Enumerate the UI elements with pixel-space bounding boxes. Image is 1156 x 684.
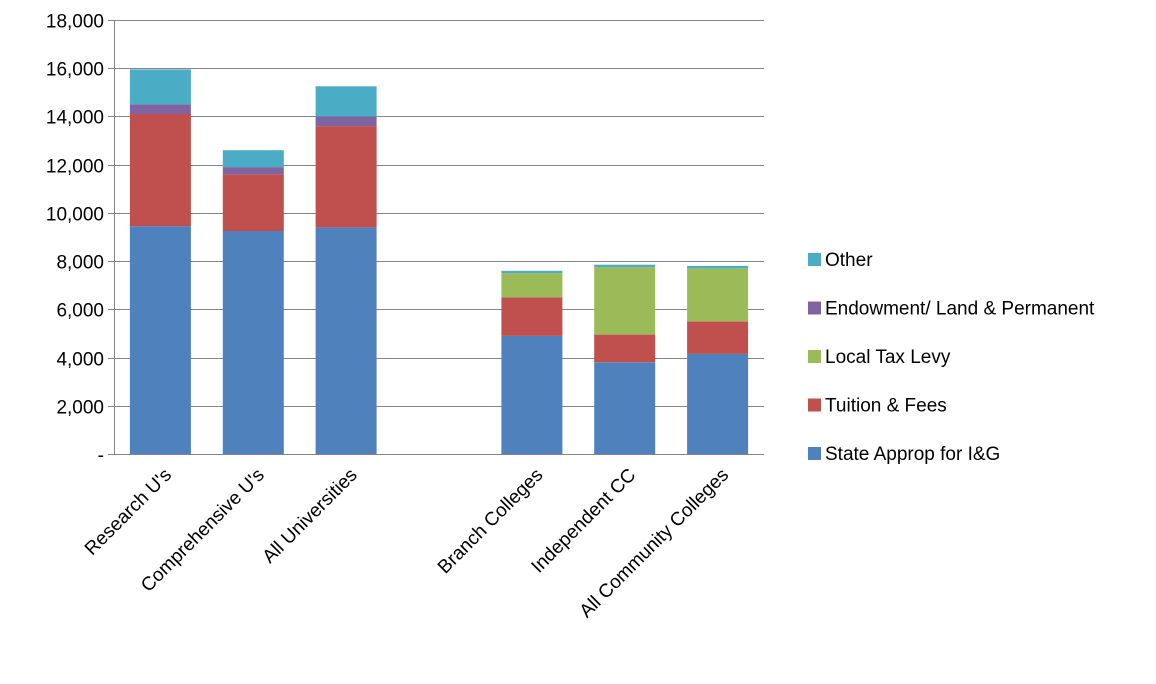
bar-segment — [594, 267, 656, 335]
legend-label: State Approp for I&G — [825, 444, 1000, 465]
x-category-label: Research U's — [81, 465, 176, 560]
bar-segment — [222, 150, 284, 168]
gridlines — [114, 20, 764, 455]
bar-segment — [687, 265, 749, 269]
x-category-label: All Universities — [259, 465, 362, 568]
bar-segment — [129, 69, 191, 105]
bar-segment — [222, 167, 284, 175]
y-tick-label: 4,000 — [56, 350, 104, 371]
bar-segment — [129, 226, 191, 454]
y-tick-label: 6,000 — [56, 301, 104, 322]
legend-swatch — [808, 447, 821, 460]
bar-segment — [594, 264, 656, 268]
bar-segment — [222, 231, 284, 454]
bar-segment — [501, 273, 563, 298]
bar-segment — [687, 321, 749, 354]
bars — [129, 69, 749, 454]
bar-segment — [501, 335, 563, 454]
y-tick-label: 16,000 — [46, 60, 104, 81]
y-tick-label: 10,000 — [46, 205, 104, 226]
bar-segment — [315, 227, 377, 454]
legend-swatch — [808, 301, 821, 315]
bar-segment — [687, 353, 749, 454]
x-category-label: All Community Colleges — [576, 465, 733, 622]
axes — [108, 20, 764, 455]
legend-item: Tuition & Fees — [808, 396, 947, 417]
legend-swatch — [808, 253, 821, 266]
bar-segment — [129, 114, 191, 227]
bar-segment — [501, 297, 563, 336]
y-tick-label: 14,000 — [46, 108, 104, 129]
bar-segment — [315, 116, 377, 126]
bar-segment — [687, 268, 749, 322]
y-tick-label: 12,000 — [46, 157, 104, 178]
bar-segment — [501, 270, 563, 274]
y-tick-label: 2,000 — [56, 398, 104, 419]
legend-item: Local Tax Levy — [808, 347, 951, 368]
bar-segment — [222, 174, 284, 231]
y-tick-label: 18,000 — [46, 12, 104, 33]
y-tick-label: - — [98, 446, 104, 467]
y-axis-tick-labels: - 2,000 4,000 6,000 8,000 10,000 12,000 14,000 1… — [46, 12, 104, 467]
legend-swatch — [808, 398, 821, 412]
bar-segment — [594, 334, 656, 363]
legend-label: Tuition & Fees — [825, 396, 947, 417]
y-tick-label: 8,000 — [56, 253, 104, 274]
legend-item: Endowment/ Land & Permanent — [808, 299, 1095, 320]
bar-segment — [129, 104, 191, 114]
legend-label: Local Tax Levy — [825, 347, 951, 368]
bar-segment — [315, 86, 377, 117]
legend-item: State Approp for I&G — [808, 444, 1000, 465]
legend-label: Other — [825, 250, 873, 271]
bar-segment — [594, 362, 656, 454]
bar-segment — [315, 126, 377, 228]
legend-label: Endowment/ Land & Permanent — [825, 299, 1095, 320]
legend: Other Endowment/ Land & Permanent Local Ta… — [808, 250, 1095, 465]
legend-swatch — [808, 350, 821, 363]
legend-item: Other — [808, 250, 873, 271]
